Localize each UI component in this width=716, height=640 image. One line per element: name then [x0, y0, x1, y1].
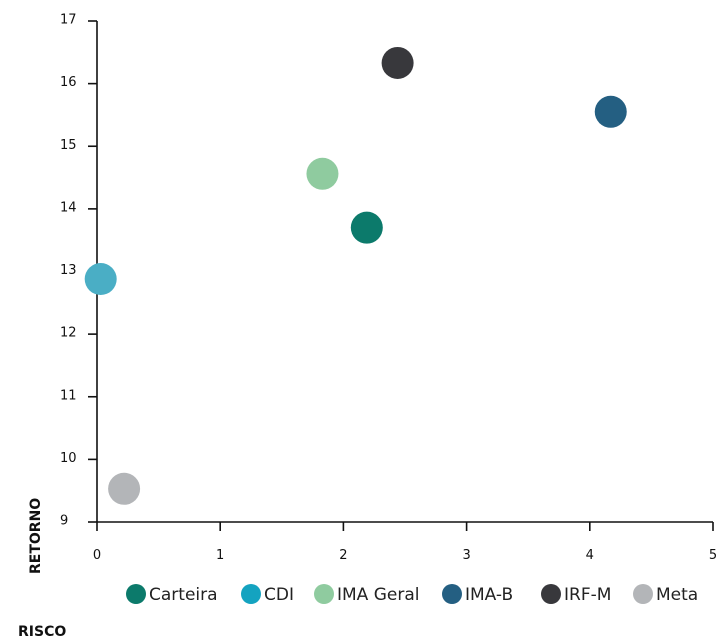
y-tick-label: 14	[60, 200, 77, 215]
data-point-ima-b	[594, 95, 627, 128]
axes	[96, 21, 713, 523]
legend-label: IMA-B	[465, 585, 513, 605]
legend-swatch-cdi	[241, 584, 261, 604]
y-axis-ticks: 9 10 11 12 13 14 15 16 17	[60, 13, 97, 529]
data-point-cdi	[84, 263, 117, 296]
y-tick-label: 13	[60, 263, 77, 278]
data-point-carteira	[350, 211, 383, 244]
y-tick-label: 17	[60, 13, 77, 28]
legend-swatch-ima-geral	[314, 584, 334, 604]
y-tick-label: 12	[60, 326, 77, 341]
x-axis-ticks: 0 1 2 3 4 5	[93, 522, 716, 563]
y-tick-label: 9	[60, 514, 68, 529]
legend-swatch-carteira	[126, 584, 146, 604]
y-tick-label: 16	[60, 75, 77, 90]
legend-label: Carteira	[149, 585, 218, 605]
data-point-meta	[108, 472, 141, 505]
legend-swatch-ima-b	[442, 584, 462, 604]
legend-swatch-irf-m	[541, 584, 561, 604]
x-tick-label: 1	[216, 548, 224, 563]
legend-label: Meta	[656, 585, 698, 605]
legend-label: IRF-M	[564, 585, 611, 605]
y-tick-label: 15	[60, 138, 77, 153]
data-point-ima-geral	[306, 157, 339, 190]
x-tick-label: 0	[93, 548, 101, 563]
x-tick-label: 2	[339, 548, 347, 563]
x-tick-label: 5	[709, 548, 716, 563]
legend: Carteira CDI IMA Geral IMA-B IRF-M Meta	[126, 584, 698, 605]
y-tick-label: 10	[60, 451, 77, 466]
data-points	[84, 46, 627, 505]
legend-swatch-meta	[633, 584, 653, 604]
data-point-irf-m	[381, 46, 414, 79]
y-tick-label: 11	[60, 388, 77, 403]
legend-label: CDI	[264, 585, 294, 605]
x-axis-title: RISCO	[18, 624, 66, 640]
x-tick-label: 3	[462, 548, 470, 563]
legend-label: IMA Geral	[337, 585, 419, 605]
y-axis-title: RETORNO	[28, 498, 44, 574]
x-tick-label: 4	[586, 548, 594, 563]
